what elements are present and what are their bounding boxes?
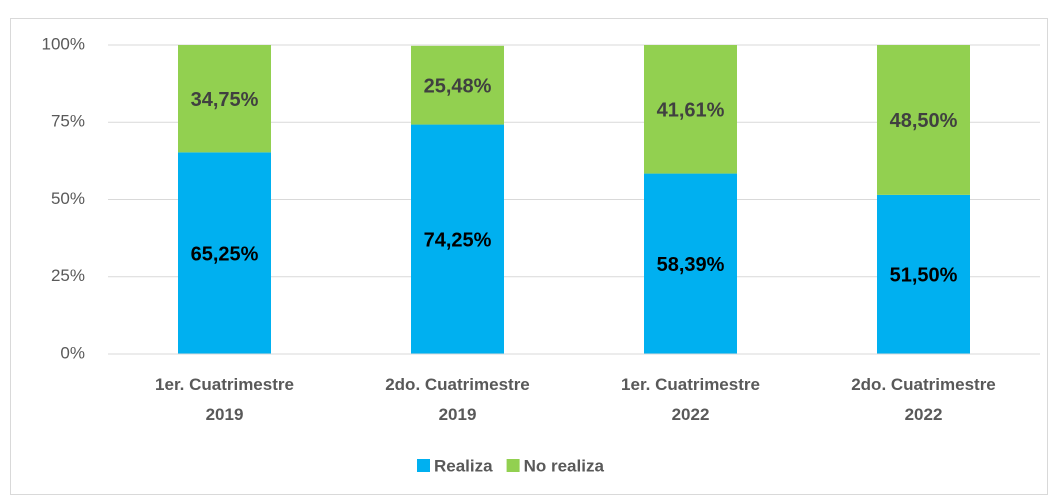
y-tick-label: 0% xyxy=(60,343,85,362)
x-tick-label: 2do. Cuatrimestre 2019 xyxy=(385,375,530,424)
data-label: 48,50% xyxy=(890,110,958,132)
legend-swatch xyxy=(417,459,430,472)
x-tick-label: 1er. Cuatrimestre 2022 xyxy=(621,375,760,424)
x-tick-label: 1er. Cuatrimestre 2019 xyxy=(155,375,294,424)
data-label: 74,25% xyxy=(424,230,492,252)
bar-segment xyxy=(178,152,271,354)
x-tick-line: 2do. Cuatrimestre xyxy=(385,375,530,394)
y-tick-label: 25% xyxy=(51,266,85,285)
bar-segment xyxy=(644,45,737,174)
data-label: 34,75% xyxy=(191,89,259,111)
data-label: 25,48% xyxy=(424,75,492,97)
legend-label: Realiza xyxy=(434,456,493,475)
y-tick-label: 75% xyxy=(51,112,85,131)
data-label: 41,61% xyxy=(657,100,725,122)
bar-segment xyxy=(644,173,737,354)
data-label: 51,50% xyxy=(890,265,958,287)
data-label: 58,39% xyxy=(657,254,725,276)
legend-swatch xyxy=(506,459,520,472)
x-tick-line: 2022 xyxy=(672,405,710,424)
bar-segment xyxy=(877,194,970,354)
x-tick-line: 2019 xyxy=(206,405,244,424)
bar-segment xyxy=(411,124,504,354)
data-label: 65,25% xyxy=(191,243,259,265)
x-tick-line: 2do. Cuatrimestre xyxy=(851,375,996,394)
legend-label: No realiza xyxy=(524,456,605,475)
y-tick-label: 50% xyxy=(51,189,85,208)
x-tick-label: 2do. Cuatrimestre 2022 xyxy=(851,375,996,424)
x-tick-line: 2022 xyxy=(905,405,943,424)
bar-segment xyxy=(411,45,504,125)
x-tick-line: 1er. Cuatrimestre xyxy=(621,375,760,394)
bar-segment xyxy=(877,45,970,195)
y-tick-label: 100% xyxy=(42,34,85,53)
x-tick-line: 1er. Cuatrimestre xyxy=(155,375,294,394)
x-tick-line: 2019 xyxy=(439,405,477,424)
bar-segment xyxy=(178,45,271,153)
